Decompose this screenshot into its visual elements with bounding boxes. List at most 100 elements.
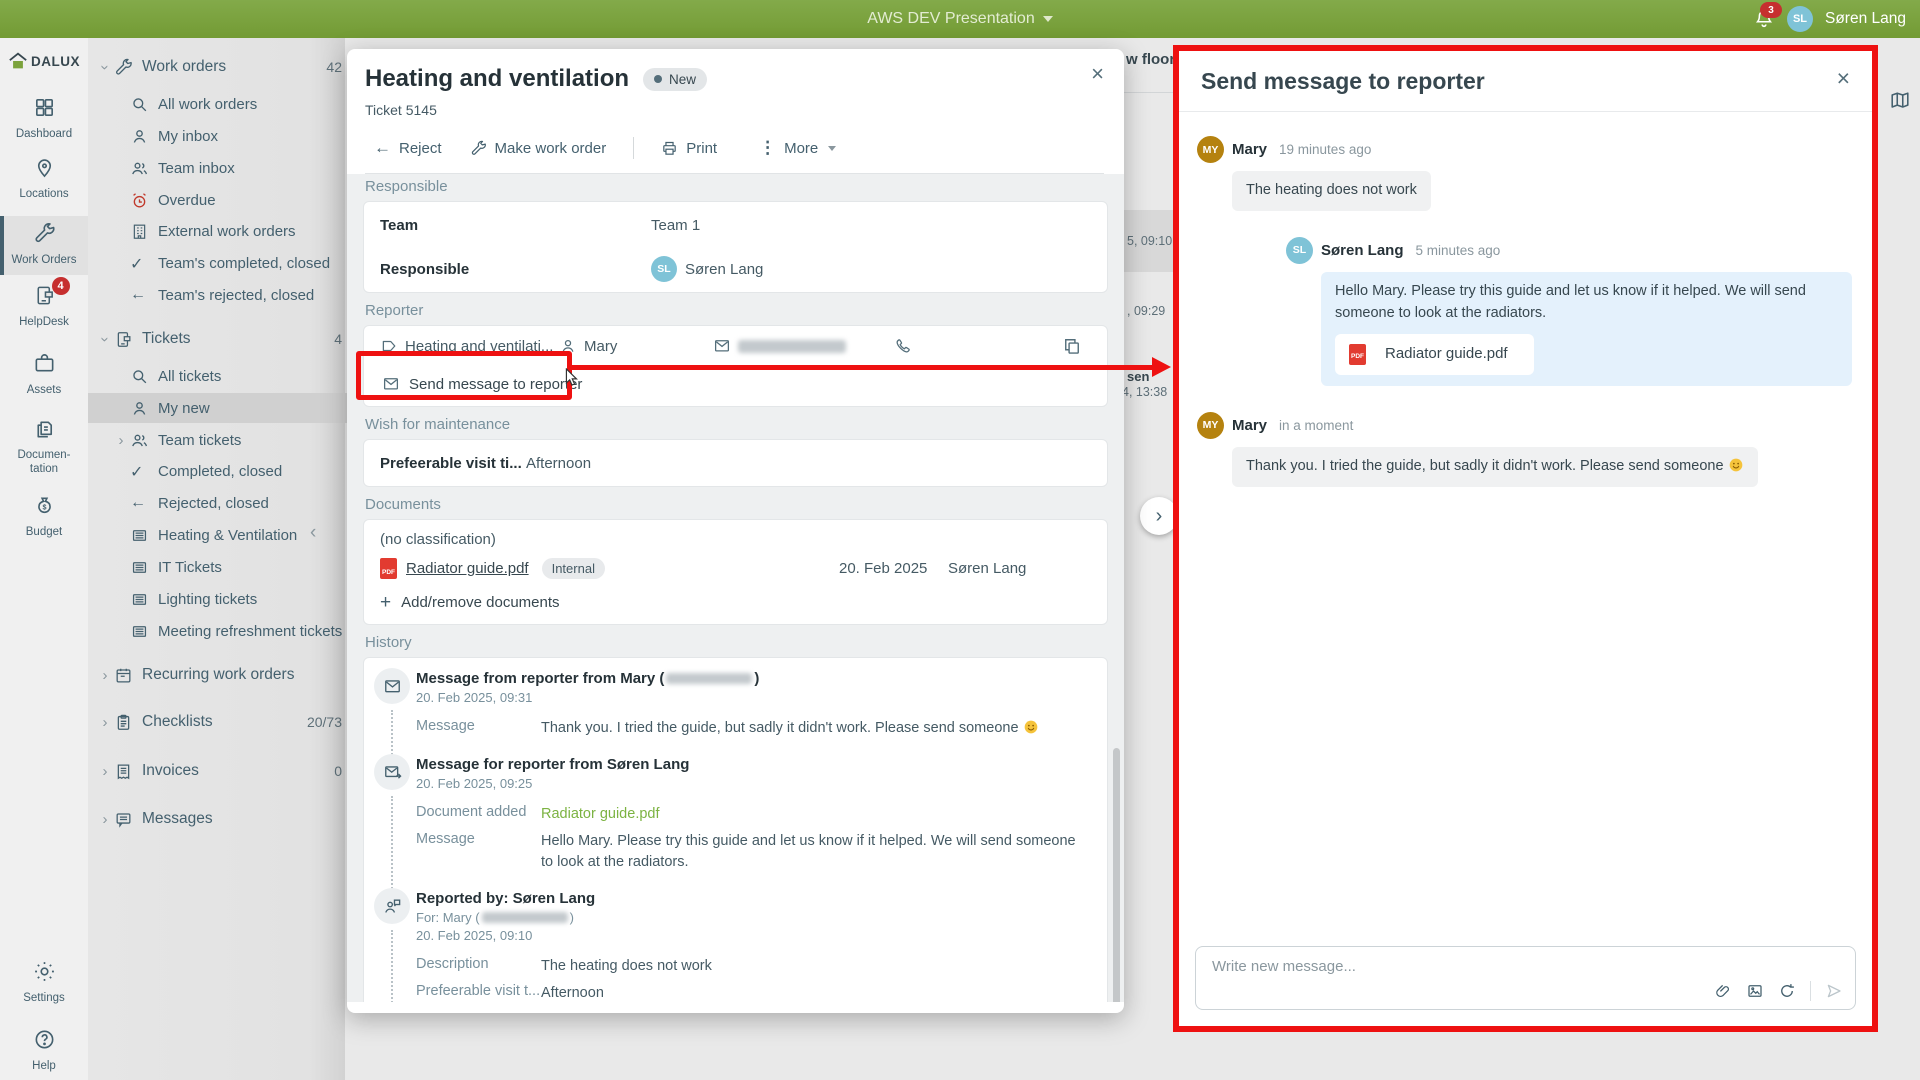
chevron-right-icon[interactable]: [114, 432, 128, 449]
attachment-card[interactable]: Radiator guide.pdf: [1335, 334, 1534, 375]
sidebar-item-messages[interactable]: Messages: [88, 804, 355, 834]
avatar: SL: [651, 256, 677, 282]
send-icon[interactable]: [1825, 982, 1843, 1000]
person-report-icon: [374, 888, 410, 925]
chevron-right-icon[interactable]: [98, 811, 112, 828]
sidebar-item-heating-ventilation[interactable]: Heating & Ventilation: [88, 520, 387, 550]
redacted-email: [481, 912, 568, 924]
document-link[interactable]: Radiator guide.pdf: [406, 560, 529, 577]
rail-item-helpdesk[interactable]: 4 HelpDesk: [0, 277, 88, 329]
paperclip-icon[interactable]: [1714, 982, 1732, 1000]
message-input[interactable]: [1210, 957, 1695, 976]
rail-item-settings[interactable]: Settings: [0, 960, 88, 1005]
sidebar-item-team-inbox[interactable]: Team inbox 42: [88, 153, 387, 183]
background-list-fragment: w floor p 5, 09:10 , 09:29 sen 4, 13:38: [1124, 38, 1179, 1080]
map-icon[interactable]: [1889, 90, 1911, 112]
more-button[interactable]: ⋮ More: [750, 136, 845, 160]
ticket-modal: Heating and ventilation New Ticket 5145 …: [347, 49, 1124, 1013]
sidebar-item-recurring-work-orders[interactable]: Recurring work orders: [88, 660, 355, 690]
sidebar-item-team-tickets[interactable]: Team tickets: [88, 425, 371, 455]
user-avatar[interactable]: SL: [1787, 6, 1813, 32]
nav-collapse-handle[interactable]: [310, 522, 316, 544]
document-link[interactable]: Radiator guide.pdf: [541, 806, 660, 823]
sidebar-item-checklists[interactable]: Checklists 20/73: [88, 707, 355, 737]
redacted-email: [666, 673, 753, 684]
send-message-to-reporter-button[interactable]: Send message to reporter: [380, 373, 584, 395]
money-bag-icon: [37, 497, 51, 514]
chat-message: SL Søren Lang 5 minutes ago Hello Mary. …: [1286, 236, 1854, 386]
reporter-info-row: Heating and ventilati... Mary: [380, 327, 1091, 365]
list-card-icon: [132, 529, 147, 541]
status-badge: New: [643, 67, 708, 91]
person-icon: [562, 339, 574, 353]
envelope-icon: [374, 668, 410, 704]
add-remove-documents-button[interactable]: Add/remove documents: [380, 587, 559, 623]
history-item: Reported by: Søren Lang For: Mary ( ) 20…: [374, 888, 1091, 1002]
search-icon: [133, 97, 147, 112]
avatar: SL: [1286, 236, 1313, 264]
make-work-order-button[interactable]: Make work order: [461, 138, 616, 159]
expand-panel-button[interactable]: [1140, 497, 1178, 535]
envelope-out-icon: [374, 754, 410, 791]
team-row: Team Team 1: [380, 216, 701, 234]
pdf-icon: [1349, 344, 1366, 365]
phone-icon[interactable]: [894, 337, 912, 355]
sidebar-item-teams-rejected[interactable]: ← Team's rejected, closed: [130, 285, 315, 304]
sidebar-item-teams-completed[interactable]: ✓ Team's completed, closed: [130, 254, 331, 273]
rail-item-work-orders[interactable]: Work Orders: [0, 216, 88, 276]
list-card-icon: [132, 561, 147, 573]
image-icon[interactable]: [1746, 982, 1764, 1000]
document-date: 20. Feb 2025: [839, 560, 928, 577]
documents-card: (no classification) Radiator guide.pdf I…: [363, 519, 1108, 625]
rail-item-dashboard[interactable]: Dashboard: [0, 96, 88, 141]
sidebar-item-completed-closed[interactable]: ✓ Completed, closed: [130, 462, 283, 481]
sidebar-item-invoices[interactable]: Invoices 0: [88, 756, 355, 786]
divider: [1124, 92, 1179, 93]
rail-item-budget[interactable]: Budget: [0, 494, 88, 539]
sidebar-item-all-tickets[interactable]: All tickets: [88, 361, 387, 391]
divider: [633, 137, 635, 159]
user-name[interactable]: Søren Lang: [1825, 10, 1906, 27]
check-icon: ✓: [130, 255, 144, 273]
rail-item-locations[interactable]: Locations: [0, 156, 88, 201]
reject-button[interactable]: ← Reject: [374, 138, 442, 157]
send-message-panel: Send message to reporter MY Mary 19 minu…: [1173, 45, 1878, 1032]
refresh-icon[interactable]: [1778, 982, 1796, 1000]
sidebar-item-overdue[interactable]: Overdue 41: [88, 185, 387, 215]
person-icon: [133, 401, 146, 415]
close-icon[interactable]: [1837, 67, 1850, 90]
print-button[interactable]: Print: [652, 138, 726, 159]
chat-thread: MY Mary 19 minutes ago The heating does …: [1179, 112, 1872, 946]
sidebar-item-external-work-orders[interactable]: External work orders 5: [88, 216, 387, 246]
copy-icon[interactable]: [1062, 336, 1082, 356]
sidebar-item-work-orders[interactable]: Work orders 42: [88, 52, 355, 82]
chevron-right-icon[interactable]: [98, 667, 112, 684]
chevron-right-icon[interactable]: [98, 763, 112, 780]
chevron-down-icon[interactable]: [97, 60, 114, 74]
rail-item-help[interactable]: Help: [0, 1028, 88, 1073]
section-label-history: History: [365, 634, 412, 651]
background-partial-title: w floor p: [1126, 51, 1179, 68]
chevron-right-icon[interactable]: [98, 714, 112, 731]
sidebar-item-it-tickets[interactable]: IT Tickets: [88, 552, 387, 582]
list-card-icon: [132, 593, 147, 605]
chevron-down-icon[interactable]: [97, 332, 114, 346]
close-icon[interactable]: [1091, 63, 1104, 85]
sidebar-item-my-inbox[interactable]: My inbox 3: [88, 121, 387, 151]
history-field-row: Description The heating does not work: [416, 956, 712, 975]
project-selector[interactable]: AWS DEV Presentation: [0, 0, 1920, 38]
scrollbar[interactable]: [1113, 748, 1120, 1002]
notifications-button[interactable]: 3: [1753, 2, 1782, 30]
rail-item-assets[interactable]: Assets: [0, 352, 88, 397]
sidebar-item-rejected-closed[interactable]: ← Rejected, closed: [130, 493, 269, 512]
redacted-email: [738, 339, 846, 353]
sidebar-item-all-work-orders[interactable]: All work orders: [88, 89, 387, 119]
printer-icon: [663, 141, 677, 155]
rail-item-documentation[interactable]: Documen- tation: [0, 418, 88, 477]
sidebar-item-meeting-refreshment-tickets[interactable]: Meeting refreshment tickets: [88, 616, 387, 646]
sidebar-item-my-new[interactable]: My new 3: [88, 393, 387, 423]
dalux-logo[interactable]: DALUX: [0, 52, 88, 70]
sidebar-item-tickets[interactable]: Tickets 4: [88, 324, 355, 354]
section-label-wish: Wish for maintenance: [365, 416, 511, 433]
sidebar-item-lighting-tickets[interactable]: Lighting tickets: [88, 584, 387, 614]
